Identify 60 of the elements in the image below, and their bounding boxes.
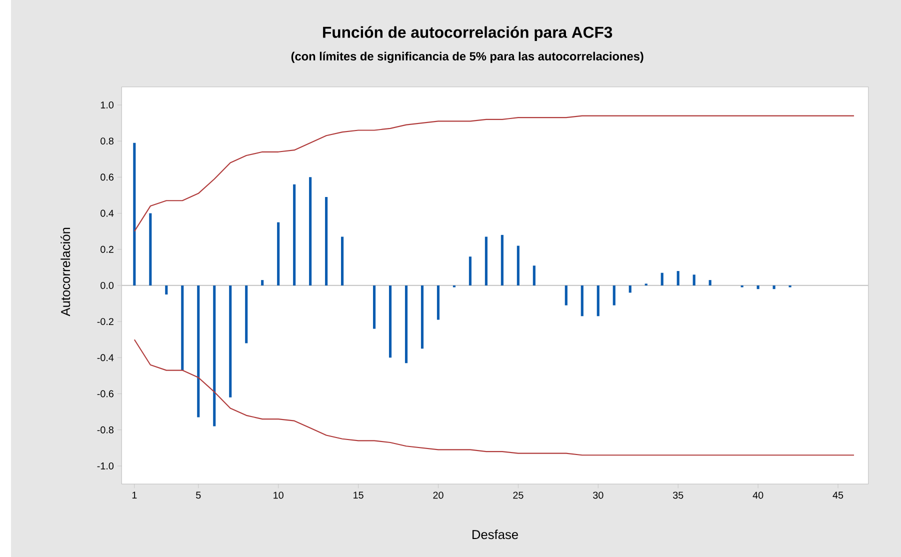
- bar: [756, 285, 760, 290]
- bar: [660, 272, 664, 286]
- x-axis-title: Desfase: [472, 530, 518, 540]
- y-tick-label: -0.4: [97, 354, 114, 362]
- bar: [149, 213, 152, 286]
- bar: [245, 285, 248, 344]
- y-tick-label: -0.6: [97, 390, 114, 398]
- x-tick-label: 40: [752, 492, 764, 499]
- bar: [229, 285, 232, 398]
- bar: [388, 285, 392, 358]
- y-tick-label: 0.2: [100, 246, 114, 253]
- x-tick-label: 35: [672, 492, 684, 499]
- x-tick-label: 30: [593, 492, 604, 499]
- x-tick-label: 45: [832, 492, 844, 499]
- bar: [341, 236, 344, 286]
- y-tick-label: -1.0: [97, 462, 114, 470]
- bar: [676, 270, 680, 286]
- bar: [516, 246, 520, 286]
- bar: [181, 285, 184, 370]
- bar: [628, 285, 632, 293]
- x-tick-label: 20: [433, 492, 444, 499]
- bar: [133, 142, 136, 286]
- y-axis-title: Autocorrelación: [60, 228, 70, 316]
- bar: [213, 285, 216, 426]
- y-tick-label: 0.4: [100, 210, 114, 217]
- y-tick-label: -0.8: [97, 426, 114, 434]
- x-tick-label: 10: [274, 492, 284, 499]
- bar: [500, 234, 504, 286]
- x-tick-label: 1: [132, 492, 137, 498]
- bar: [261, 280, 264, 286]
- bar: [580, 285, 584, 316]
- chart-title: Función de autocorrelación para ACF3: [323, 26, 612, 41]
- bar: [197, 285, 200, 418]
- chart-subtitle: (con límites de significancia de 5% para las autocorrelaciones): [291, 52, 644, 63]
- y-tick-label: 0.6: [100, 174, 114, 181]
- bar: [404, 285, 408, 364]
- bar: [420, 285, 424, 349]
- bar: [277, 222, 280, 286]
- x-tick-label: 25: [513, 492, 524, 499]
- x-tick-label: 15: [354, 492, 364, 499]
- bar: [436, 285, 440, 320]
- bar: [293, 184, 296, 286]
- bar: [372, 285, 376, 329]
- x-tick-label: 5: [196, 492, 201, 499]
- bar: [325, 196, 328, 286]
- y-tick-label: -0.2: [97, 318, 114, 326]
- bar: [532, 266, 536, 286]
- bar: [772, 285, 776, 290]
- bar: [612, 285, 616, 306]
- bar: [165, 285, 168, 294]
- bar: [596, 285, 600, 316]
- bar: [309, 177, 312, 286]
- bar: [484, 236, 488, 286]
- bar: [468, 256, 472, 286]
- bar: [564, 285, 568, 306]
- y-tick-label: 1.0: [100, 101, 114, 108]
- bar: [708, 280, 712, 286]
- y-tick-label: 0.8: [100, 138, 114, 145]
- y-tick-label: 0.0: [100, 282, 114, 289]
- bar: [692, 274, 696, 286]
